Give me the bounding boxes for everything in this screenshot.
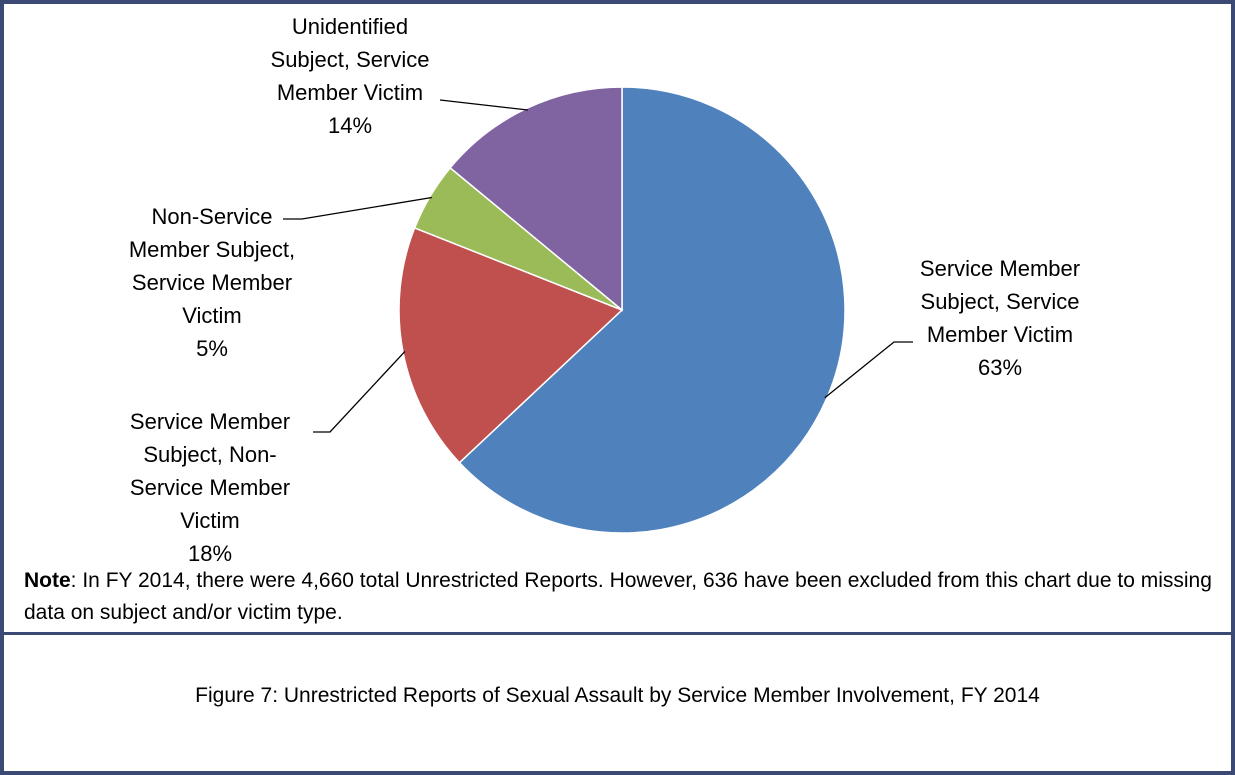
note-label: Note (24, 569, 71, 592)
leader-line (824, 341, 913, 399)
value-label: 5% (196, 336, 228, 361)
value-label: 14% (327, 113, 373, 138)
slice-label: Non-Service Member Subject, Service Memb… (124, 200, 300, 365)
note: Note: In FY 2014, there were 4,660 total… (24, 565, 1214, 629)
leader-line (283, 196, 432, 220)
pie-slice (449, 86, 623, 312)
chart (283, 86, 913, 534)
category-label: Unidentified Subject, Service Member Vic… (270, 14, 430, 105)
leader-line (439, 99, 528, 111)
slice-label: Service Member Subject, Non-Service Memb… (122, 405, 298, 570)
value-label: 18% (187, 541, 233, 566)
pie-slice (458, 86, 846, 534)
slice-label: Unidentified Subject, Service Member Vic… (255, 10, 445, 142)
category-label: Service Member Subject, Non-Service Memb… (129, 409, 291, 533)
value-label: 63% (977, 355, 1023, 380)
note-text: : In FY 2014, there were 4,660 total Unr… (24, 569, 1212, 624)
leader-line (313, 350, 406, 433)
pie-slice (398, 226, 624, 464)
category-label: Non-Service Member Subject, Service Memb… (128, 204, 296, 328)
slice-label: Service Member Subject, Service Member V… (905, 252, 1095, 384)
caption: Figure 7: Unrestricted Reports of Sexual… (195, 684, 1040, 707)
separator (4, 632, 1231, 635)
category-label: Service Member Subject, Service Member V… (919, 256, 1081, 347)
